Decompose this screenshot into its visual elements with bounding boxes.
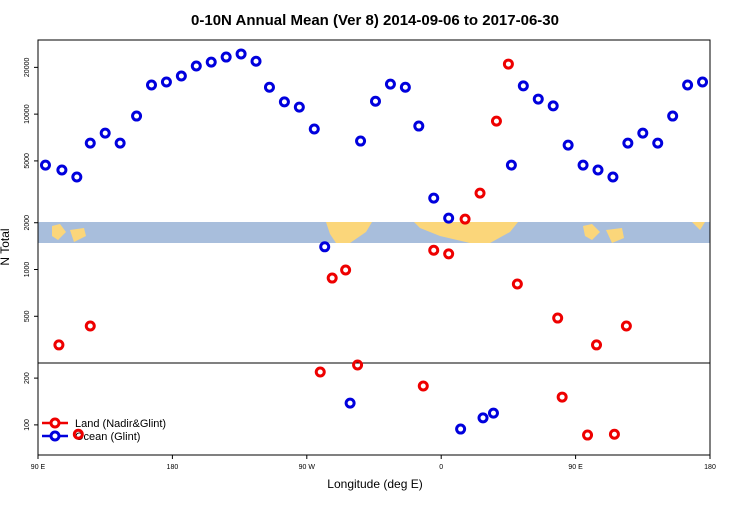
- point: [39, 159, 51, 171]
- x-tick-label: 90 E: [568, 464, 583, 471]
- point: [562, 139, 574, 151]
- point: [340, 264, 352, 276]
- point: [607, 171, 619, 183]
- point: [319, 241, 331, 253]
- point: [592, 164, 604, 176]
- point: [71, 171, 83, 183]
- point: [205, 56, 217, 68]
- point: [417, 380, 429, 392]
- point: [344, 397, 356, 409]
- x-tick-label: 90 E: [31, 464, 46, 471]
- point: [620, 320, 632, 332]
- point: [84, 320, 96, 332]
- point: [547, 100, 559, 112]
- point: [235, 48, 247, 60]
- map-strip: [38, 222, 710, 243]
- point: [682, 79, 694, 91]
- point: [399, 81, 411, 93]
- chart-title: 0-10N Annual Mean (Ver 8) 2014-09-06 to …: [191, 12, 559, 29]
- point: [72, 428, 84, 440]
- point: [487, 407, 499, 419]
- point: [622, 137, 634, 149]
- point: [369, 95, 381, 107]
- point: [697, 76, 709, 88]
- point: [652, 137, 664, 149]
- point: [308, 123, 320, 135]
- point: [532, 93, 544, 105]
- point: [413, 120, 425, 132]
- point: [455, 423, 467, 435]
- y-axis-label: N Total: [0, 228, 12, 265]
- point: [477, 412, 489, 424]
- point: [190, 60, 202, 72]
- point: [443, 212, 455, 224]
- x-tick-label: 180: [167, 464, 179, 471]
- legend: Land (Nadir&Glint)Ocean (Glint): [42, 417, 166, 443]
- point: [352, 359, 364, 371]
- point: [505, 159, 517, 171]
- point: [263, 81, 275, 93]
- x-tick-label: 90 W: [299, 464, 316, 471]
- y-tick-label: 100: [24, 419, 31, 431]
- point: [56, 164, 68, 176]
- point: [314, 366, 326, 378]
- y-tick-label: 1000: [24, 262, 31, 278]
- plot-frame: [37, 39, 711, 456]
- point: [511, 278, 523, 290]
- legend-marker: [49, 417, 61, 429]
- point: [84, 137, 96, 149]
- point: [428, 192, 440, 204]
- point: [608, 428, 620, 440]
- point: [517, 80, 529, 92]
- point: [384, 78, 396, 90]
- point: [428, 244, 440, 256]
- point: [474, 187, 486, 199]
- point: [459, 213, 471, 225]
- point: [175, 70, 187, 82]
- x-axis-label: Longitude (deg E): [327, 477, 422, 491]
- point: [582, 429, 594, 441]
- point: [250, 55, 262, 67]
- point: [99, 127, 111, 139]
- point: [443, 248, 455, 260]
- point: [552, 312, 564, 324]
- y-tick-label: 2000: [24, 215, 31, 231]
- y-tick-label: 5000: [24, 153, 31, 169]
- point: [667, 110, 679, 122]
- point: [220, 51, 232, 63]
- y-tick-label: 500: [24, 310, 31, 322]
- point: [145, 79, 157, 91]
- point: [502, 58, 514, 70]
- x-tick-label: 180: [704, 464, 716, 471]
- point: [278, 96, 290, 108]
- point: [160, 76, 172, 88]
- point: [591, 339, 603, 351]
- point: [114, 137, 126, 149]
- point: [131, 110, 143, 122]
- legend-marker: [49, 430, 61, 442]
- legend-label: Land (Nadir&Glint): [75, 418, 166, 430]
- point: [556, 391, 568, 403]
- point: [637, 127, 649, 139]
- point: [355, 135, 367, 147]
- point: [490, 115, 502, 127]
- y-tick-label: 10000: [24, 104, 31, 124]
- legend-label: Ocean (Glint): [75, 431, 140, 443]
- point: [53, 339, 65, 351]
- point: [293, 101, 305, 113]
- x-tick-label: 0: [439, 464, 443, 471]
- y-tick-label: 200: [24, 372, 31, 384]
- y-tick-label: 20000: [24, 58, 31, 78]
- point: [326, 272, 338, 284]
- point: [577, 159, 589, 171]
